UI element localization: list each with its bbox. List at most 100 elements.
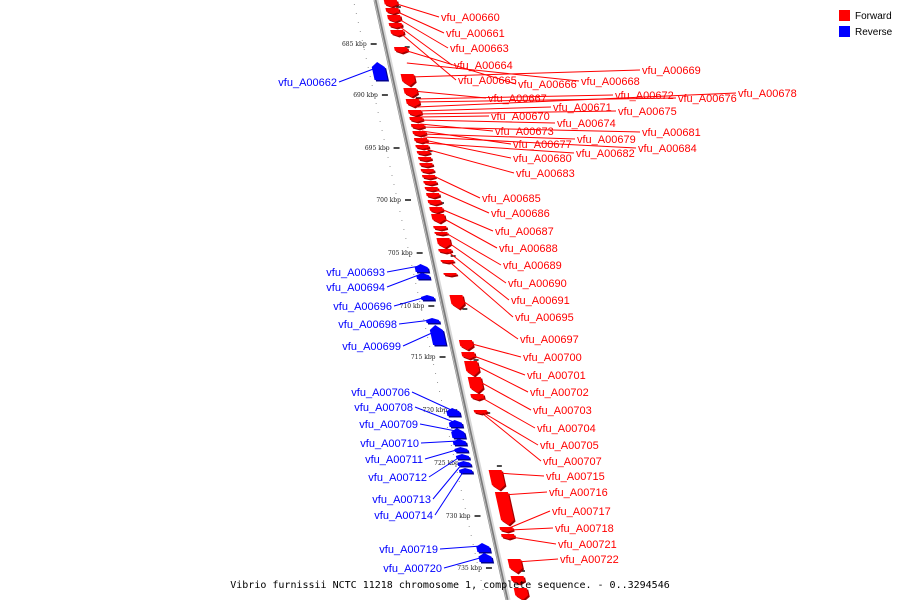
ruler-dot [379,121,381,122]
forward-gene-label[interactable]: vfu_A00707 [543,456,602,468]
forward-leader-line [501,491,548,496]
forward-gene-label[interactable]: vfu_A00718 [555,523,614,535]
forward-gene-label[interactable]: vfu_A00702 [530,387,589,399]
ruler-dot [357,22,359,23]
ruler-dot [385,148,387,149]
forward-gene-label[interactable]: vfu_A00683 [516,168,575,180]
forward-gene-label[interactable]: vfu_A00679 [577,134,636,146]
forward-gene-label[interactable]: vfu_A00677 [513,139,572,151]
forward-gene-label[interactable]: vfu_A00674 [557,118,616,130]
forward-gene-label[interactable]: vfu_A00678 [738,88,797,100]
forward-gene-label[interactable]: vfu_A00716 [549,487,608,499]
forward-gene-label[interactable]: vfu_A00671 [553,102,612,114]
forward-leader-line [421,130,512,145]
forward-gene-label[interactable]: vfu_A00704 [537,423,596,435]
forward-gene-label[interactable]: vfu_A00666 [518,79,577,91]
forward-gene-label[interactable]: vfu_A00664 [454,60,513,72]
forward-leader-line [399,32,457,81]
reverse-gene-label[interactable]: vfu_A00693 [326,267,385,279]
reverse-gene-label[interactable]: vfu_A00719 [379,544,438,556]
ruler-dot [460,490,462,491]
forward-gene-label[interactable]: vfu_A00691 [511,295,570,307]
reverse-gene-label[interactable]: vfu_A00699 [342,341,401,353]
ruler-dot [395,193,397,194]
reverse-gene-arrow [414,264,429,272]
forward-leader-line [423,139,512,159]
ruler-dot [361,40,363,41]
forward-gene-arrow [433,226,447,230]
genome-backbone [373,0,511,600]
forward-gene-label[interactable]: vfu_A00721 [558,539,617,551]
forward-gene-label[interactable]: vfu_A00673 [495,126,554,138]
ruler-dot [433,364,435,365]
forward-gene-label[interactable]: vfu_A00670 [491,111,550,123]
forward-gene-label[interactable]: vfu_A00722 [560,554,619,566]
forward-gene-label[interactable]: vfu_A00717 [552,506,611,518]
forward-gene-arrow [413,138,428,143]
reverse-gene-label[interactable]: vfu_A00696 [333,301,392,313]
scale-tick-label: 700 kbp [376,197,401,204]
reverse-gene-label[interactable]: vfu_A00712 [368,472,427,484]
forward-gene-label[interactable]: vfu_A00684 [638,143,697,155]
forward-gene-label[interactable]: vfu_A00685 [482,193,541,205]
forward-gene-label[interactable]: vfu_A00700 [523,352,582,364]
forward-gene-label[interactable]: vfu_A00668 [581,76,640,88]
ruler-dot [472,544,474,545]
reverse-gene-label[interactable]: vfu_A00720 [383,563,442,575]
forward-gene-label[interactable]: vfu_A00715 [546,471,605,483]
forward-gene-arrow [387,15,401,22]
forward-gene-label[interactable]: vfu_A00680 [513,153,572,165]
forward-gene-label[interactable]: vfu_A00688 [499,243,558,255]
forward-gene-label[interactable]: vfu_A00697 [520,334,579,346]
ruler-dot [482,589,484,590]
forward-gene-label[interactable]: vfu_A00663 [450,43,509,55]
forward-gene-label[interactable]: vfu_A00660 [441,12,500,24]
forward-gene-arrow [390,30,405,36]
forward-gene-label[interactable]: vfu_A00686 [491,208,550,220]
ruler-dot [409,256,411,257]
forward-leader-line [395,10,445,34]
reverse-gene-label[interactable]: vfu_A00714 [374,510,433,522]
forward-gene-label[interactable]: vfu_A00669 [642,65,701,77]
reverse-gene-label[interactable]: vfu_A00708 [354,402,413,414]
forward-leader-line [470,354,526,376]
reverse-gene-label[interactable]: vfu_A00713 [372,494,431,506]
forward-leader-line [468,342,522,358]
forward-gene-arrow [436,238,451,248]
forward-gene-arrow [385,8,400,14]
forward-leader-line [458,297,519,340]
forward-gene-label[interactable]: vfu_A00681 [642,127,701,139]
forward-leader-line [480,396,536,429]
forward-gene-label[interactable]: vfu_A00665 [458,75,517,87]
ruler-dot [478,571,480,572]
forward-gene-label[interactable]: vfu_A00690 [508,278,567,290]
ruler-dot [464,508,466,509]
forward-gene-label[interactable]: vfu_A00667 [488,93,547,105]
reverse-gene-label[interactable]: vfu_A00710 [360,438,419,450]
ruler-dot [365,58,367,59]
forward-gene-label[interactable]: vfu_A00661 [446,28,505,40]
reverse-gene-label[interactable]: vfu_A00662 [278,77,337,89]
forward-gene-arrow [443,273,457,276]
forward-gene-arrow [458,340,474,350]
forward-leader-line [445,240,507,284]
forward-gene-label[interactable]: vfu_A00705 [540,440,599,452]
reverse-gene-label[interactable]: vfu_A00711 [365,454,423,466]
forward-gene-label[interactable]: vfu_A00682 [576,148,635,160]
forward-gene-label[interactable]: vfu_A00689 [503,260,562,272]
forward-gene-label[interactable]: vfu_A00687 [495,226,554,238]
forward-gene-label[interactable]: vfu_A00676 [678,93,737,105]
forward-gene-label[interactable]: vfu_A00675 [618,106,677,118]
forward-gene-label[interactable]: vfu_A00672 [615,90,674,102]
forward-gene-label[interactable]: vfu_A00701 [527,370,586,382]
reverse-gene-label[interactable]: vfu_A00698 [338,319,397,331]
reverse-gene-label[interactable]: vfu_A00709 [359,419,418,431]
reverse-gene-label[interactable]: vfu_A00694 [326,282,385,294]
forward-gene-label[interactable]: vfu_A00695 [515,312,574,324]
reverse-gene-label[interactable]: vfu_A00706 [351,387,410,399]
ruler-dot [371,85,373,86]
forward-leader-line [424,142,575,154]
gene-labels: vfu_A00660 vfu_A00661 vfu_A00663 vfu_A00664… [278,12,796,575]
forward-gene-label[interactable]: vfu_A00703 [533,405,592,417]
